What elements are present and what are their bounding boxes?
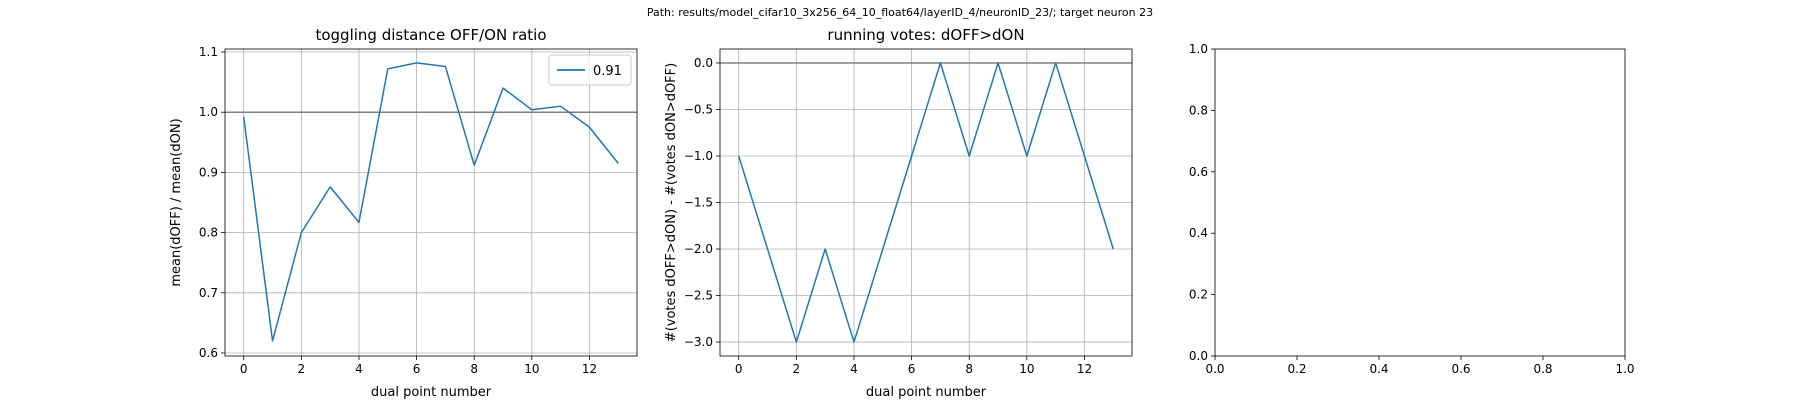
y-tick-label: 1.1 [199,45,218,59]
y-tick-label: −3.0 [684,335,713,349]
x-tick-label: 0.2 [1287,362,1306,376]
chart-panel-2: 0 2 4 6 8 10 12 −3.0 −2.5 −2.0 −1.5 −1.0 −0.5 0.0 runn… [664,26,1133,400]
x-axis-label: dual point number [371,385,492,400]
series-line-1 [242,62,619,342]
y-axis-label: mean(dOFF) / mean(dON) [169,118,184,286]
series-line-1 [738,62,1114,343]
y-tick-label: 0.9 [199,165,218,179]
y-tick-label: 1.0 [1189,42,1208,56]
chart-title: running votes: dOFF>dON [827,26,1024,44]
y-tick-label: 0.0 [1189,349,1208,363]
y-tick-label: −1.5 [684,196,713,210]
y-tick-label: 0.0 [694,56,713,70]
y-tick-label: 0.7 [199,286,218,300]
x-tick-label: 4 [355,362,363,376]
x-tick-label: 10 [524,362,539,376]
axes-frame [1214,48,1626,357]
y-tick-label: 0.4 [1189,226,1208,240]
x-tick-label: 2 [298,362,306,376]
x-tick-label: 0 [240,362,248,376]
x-tick-label: 10 [1019,362,1034,376]
y-tick-label: −0.5 [684,102,713,116]
y-tick-label: −2.0 [684,242,713,256]
axes-frame [224,48,638,357]
x-tick-label: 12 [1077,362,1092,376]
y-tick-label: −1.0 [684,149,713,163]
y-tick-label: 0.6 [199,346,218,360]
y-axis-label: #(votes dOFF>dON) - #(votes dON>dOFF) [664,63,679,342]
chart-panel-3: 0.0 0.2 0.4 0.6 0.8 1.0 0.0 0.2 0.4 0.6 0.8 1.0 [1189,42,1635,376]
x-tick-label: 2 [793,362,801,376]
y-tick-label: −2.5 [684,289,713,303]
legend-box [548,54,632,86]
y-tick-label: 1.0 [199,105,218,119]
x-axis-label: dual point number [866,385,987,400]
y-tick-label: 0.8 [199,226,218,240]
x-tick-label: 6 [413,362,421,376]
x-tick-label: 0 [735,362,743,376]
figure-suptitle: Path: results/model_cifar10_3x256_64_10_… [646,6,1154,19]
x-tick-label: 4 [850,362,858,376]
x-tick-label: 0.4 [1369,362,1388,376]
x-tick-label: 0.6 [1451,362,1470,376]
legend-label: 0.91 [593,64,622,79]
legend: 0.91 [548,54,632,86]
x-tick-label: 0.8 [1533,362,1552,376]
x-tick-label: 12 [582,362,597,376]
x-tick-label: 1.0 [1615,362,1634,376]
x-tick-label: 6 [908,362,916,376]
y-tick-label: 0.2 [1189,288,1208,302]
x-tick-label: 8 [470,362,478,376]
chart-panel-1: 0 2 4 6 8 10 12 0.6 0.7 0.8 0.9 1.0 1.1 toggling dist… [169,26,638,400]
y-tick-label: 0.8 [1189,103,1208,117]
x-tick-label: 8 [965,362,973,376]
x-tick-label: 0.0 [1205,362,1224,376]
chart-title: toggling distance OFF/ON ratio [315,26,546,44]
y-tick-label: 0.6 [1189,165,1208,179]
